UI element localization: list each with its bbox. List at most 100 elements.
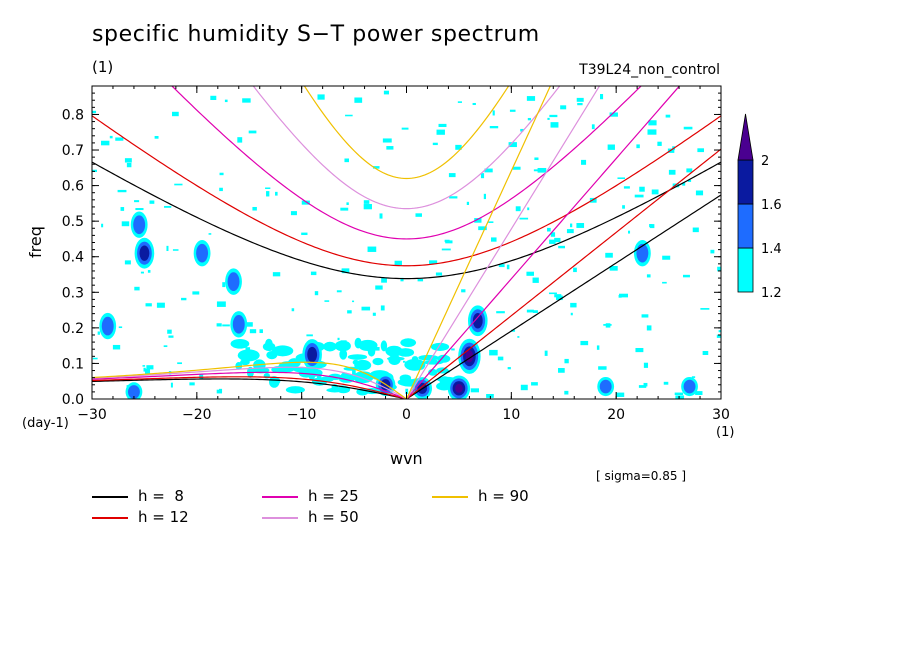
speckle (224, 99, 228, 103)
speckle (347, 354, 368, 360)
speckle (397, 348, 415, 357)
speckle (347, 310, 352, 314)
speckle (405, 388, 409, 394)
speckle (526, 96, 536, 101)
speckle (230, 338, 250, 349)
speckle (383, 90, 390, 95)
speckle (147, 270, 151, 273)
speckle (394, 260, 402, 266)
speckle (417, 278, 424, 282)
speckle (687, 179, 692, 182)
speckle (449, 196, 458, 199)
inertia-gravity-curve (252, 86, 561, 210)
speckle (527, 207, 530, 211)
colorbar-arrow (737, 113, 754, 161)
speckle (657, 141, 662, 146)
speckle (428, 368, 438, 376)
speckle (683, 126, 693, 130)
speckle (163, 345, 168, 348)
speckle (248, 130, 257, 134)
speckle (216, 323, 222, 327)
speckle (372, 312, 376, 316)
speckle (380, 305, 385, 311)
speckle (478, 226, 487, 231)
speckle (237, 349, 260, 362)
speckle (219, 187, 223, 192)
speckle (509, 109, 516, 112)
speckle (386, 146, 394, 150)
speckle (576, 223, 585, 228)
speckle (520, 384, 528, 391)
kelvin-curve (406, 148, 721, 399)
speckle (272, 348, 291, 356)
speckle (216, 301, 226, 307)
speckle (451, 348, 455, 351)
speckle (560, 105, 567, 110)
colorbar-segment (737, 203, 754, 249)
speckle (643, 382, 648, 387)
y-tick-label: 0.4 (62, 250, 84, 266)
speckle (367, 345, 376, 357)
speckle (112, 344, 121, 350)
speckle (252, 206, 257, 211)
y-tick-label: 0.3 (62, 285, 84, 301)
speckle (448, 173, 456, 178)
speckle (581, 159, 587, 165)
colorbar-label: 1.2 (761, 286, 782, 301)
speckle (375, 285, 383, 290)
speckle (532, 310, 538, 313)
speckle (607, 144, 615, 150)
contour-blob (455, 383, 463, 393)
speckle (634, 194, 644, 198)
speckle (700, 308, 710, 310)
speckle (430, 342, 450, 351)
x-tick-label: −30 (77, 407, 107, 423)
speckle (435, 272, 443, 276)
speckle (352, 300, 355, 303)
sigma-note: [ sigma=0.85 ] (596, 469, 687, 483)
contour-blob (472, 313, 483, 329)
speckle (109, 135, 113, 139)
speckle (636, 144, 640, 149)
speckle (124, 260, 131, 265)
speckle (142, 365, 146, 367)
speckle (140, 271, 144, 274)
speckle (372, 166, 380, 169)
speckle (121, 221, 130, 227)
speckle (192, 291, 200, 295)
speckle (336, 290, 342, 293)
speckle (352, 370, 356, 376)
speckle (324, 300, 330, 302)
speckle (285, 386, 305, 394)
speckle (145, 368, 151, 375)
speckle (702, 350, 709, 355)
speckle (710, 249, 715, 254)
speckle (387, 356, 405, 361)
run-label: T39L24_non_control (579, 62, 720, 78)
speckle (208, 233, 212, 235)
colorbar-segment (737, 159, 754, 205)
speckle (367, 246, 377, 252)
speckle (323, 341, 337, 352)
inertia-gravity-curve (303, 86, 510, 180)
speckle (242, 98, 251, 103)
speckle (547, 117, 550, 120)
x-tick-label: −10 (287, 407, 317, 423)
kelvin-curve (406, 86, 681, 399)
colorbar-segment (737, 247, 754, 293)
speckle (662, 255, 671, 260)
speckle (549, 114, 558, 118)
speckle (379, 213, 383, 219)
speckle (564, 390, 569, 395)
speckle (506, 264, 510, 270)
speckle (486, 394, 494, 398)
kelvin-curve (405, 86, 601, 399)
speckle (511, 329, 516, 332)
speckle (145, 303, 152, 307)
speckle (570, 312, 573, 316)
x-tick-label: 20 (607, 407, 625, 423)
speckle (580, 340, 589, 346)
inertia-gravity-curve (92, 161, 721, 280)
speckle (372, 357, 384, 366)
